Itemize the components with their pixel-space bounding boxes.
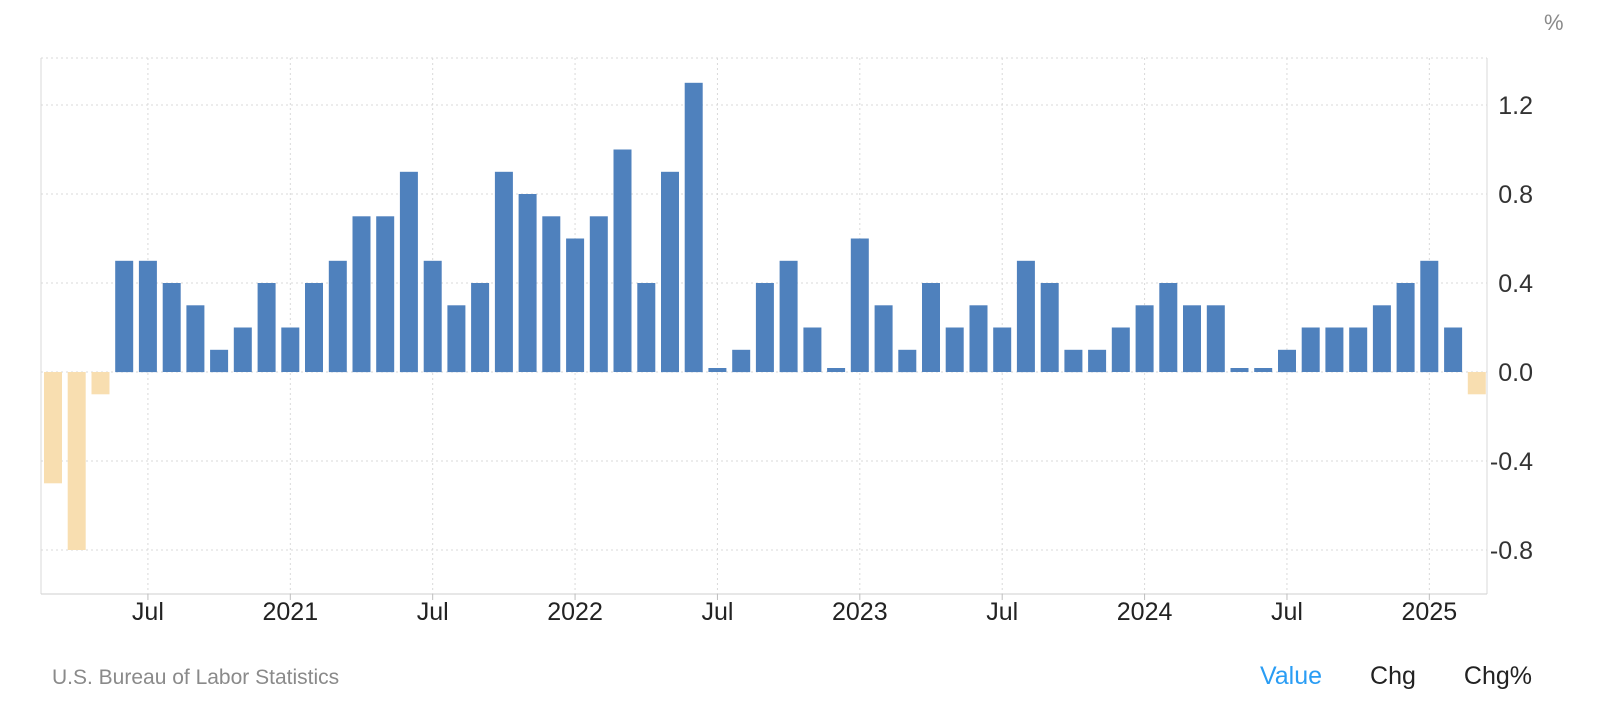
bar <box>376 216 395 373</box>
bar <box>684 82 703 373</box>
bar <box>257 283 276 372</box>
bar <box>115 260 134 373</box>
bar <box>138 260 157 373</box>
tab-chg-percent[interactable]: Chg% <box>1463 662 1532 690</box>
bar <box>1040 283 1059 372</box>
bar <box>708 368 727 372</box>
tab-value[interactable]: Value <box>1259 662 1323 690</box>
bars <box>44 82 1486 550</box>
bar <box>352 216 371 373</box>
bar <box>1444 327 1463 372</box>
bar <box>898 349 917 373</box>
bar <box>1230 368 1249 372</box>
bar <box>1467 372 1486 395</box>
gridlines <box>40 57 1488 600</box>
bar <box>423 260 442 373</box>
bar <box>993 327 1012 372</box>
bar <box>1064 349 1083 373</box>
y-tick-label: 0.0 <box>1498 359 1533 387</box>
x-tick-label: Jul <box>417 598 449 626</box>
bar <box>803 327 822 372</box>
bar <box>779 260 798 373</box>
bar <box>1372 305 1391 373</box>
x-tick-label: Jul <box>132 598 164 626</box>
bar <box>589 216 608 373</box>
bar <box>1206 305 1225 373</box>
bar <box>1135 305 1154 373</box>
bar <box>1396 283 1415 372</box>
y-tick-label: -0.8 <box>1490 537 1533 565</box>
bar <box>542 216 561 373</box>
bar <box>233 327 252 372</box>
bar <box>874 305 893 373</box>
bar <box>210 349 229 373</box>
bar <box>1349 327 1368 372</box>
bar <box>305 283 323 372</box>
bar <box>186 305 205 373</box>
x-tick-label: Jul <box>1271 598 1303 626</box>
bar <box>945 327 964 372</box>
bar <box>1325 327 1344 372</box>
view-tabs: Value Chg Chg% <box>1260 662 1532 691</box>
bar <box>1420 260 1439 373</box>
unit-label: % <box>1544 10 1564 35</box>
bar <box>1301 327 1320 372</box>
bar <box>162 283 181 372</box>
bar <box>827 368 846 372</box>
bar <box>67 372 86 550</box>
y-axis-labels: 1.2 0.8 0.4 0.0 -0.4 -0.8 <box>1490 92 1533 565</box>
x-tick-label: Jul <box>701 598 733 626</box>
y-tick-label: 0.8 <box>1498 181 1533 209</box>
bar <box>566 238 585 372</box>
bar <box>494 171 513 373</box>
source-label: U.S. Bureau of Labor Statistics <box>52 666 340 689</box>
bar <box>328 260 347 373</box>
y-tick-label: -0.4 <box>1490 448 1533 476</box>
x-tick-label: 2023 <box>832 598 888 626</box>
x-axis-labels: Jul 2021 Jul 2022 Jul 2023 Jul 2024 Jul 2025 <box>132 598 1457 626</box>
bar <box>1254 368 1273 372</box>
bar <box>922 283 940 372</box>
bar <box>637 283 656 372</box>
bar <box>755 283 774 372</box>
bar <box>1278 349 1296 373</box>
bar <box>969 305 988 373</box>
x-tick-label: 2025 <box>1402 598 1458 626</box>
bar <box>471 283 490 372</box>
bar <box>518 194 537 372</box>
x-tick-label: 2021 <box>262 598 318 626</box>
y-tick-label: 0.4 <box>1498 270 1533 298</box>
bar <box>91 372 110 395</box>
x-tick-label: 2024 <box>1117 598 1173 626</box>
bar <box>1159 283 1178 372</box>
bar <box>44 372 62 484</box>
bar <box>1183 305 1201 373</box>
bar <box>281 327 300 372</box>
bar <box>661 171 679 373</box>
bar <box>447 305 466 373</box>
bar <box>1111 327 1130 372</box>
x-tick-label: Jul <box>986 598 1018 626</box>
bar <box>850 238 869 372</box>
bar <box>732 349 751 373</box>
x-tick-label: 2022 <box>547 598 603 626</box>
bar <box>1088 349 1107 373</box>
bar <box>399 171 418 373</box>
bar <box>613 149 632 372</box>
tab-chg[interactable]: Chg <box>1370 662 1416 690</box>
bar <box>1016 260 1035 373</box>
y-tick-label: 1.2 <box>1498 92 1533 120</box>
